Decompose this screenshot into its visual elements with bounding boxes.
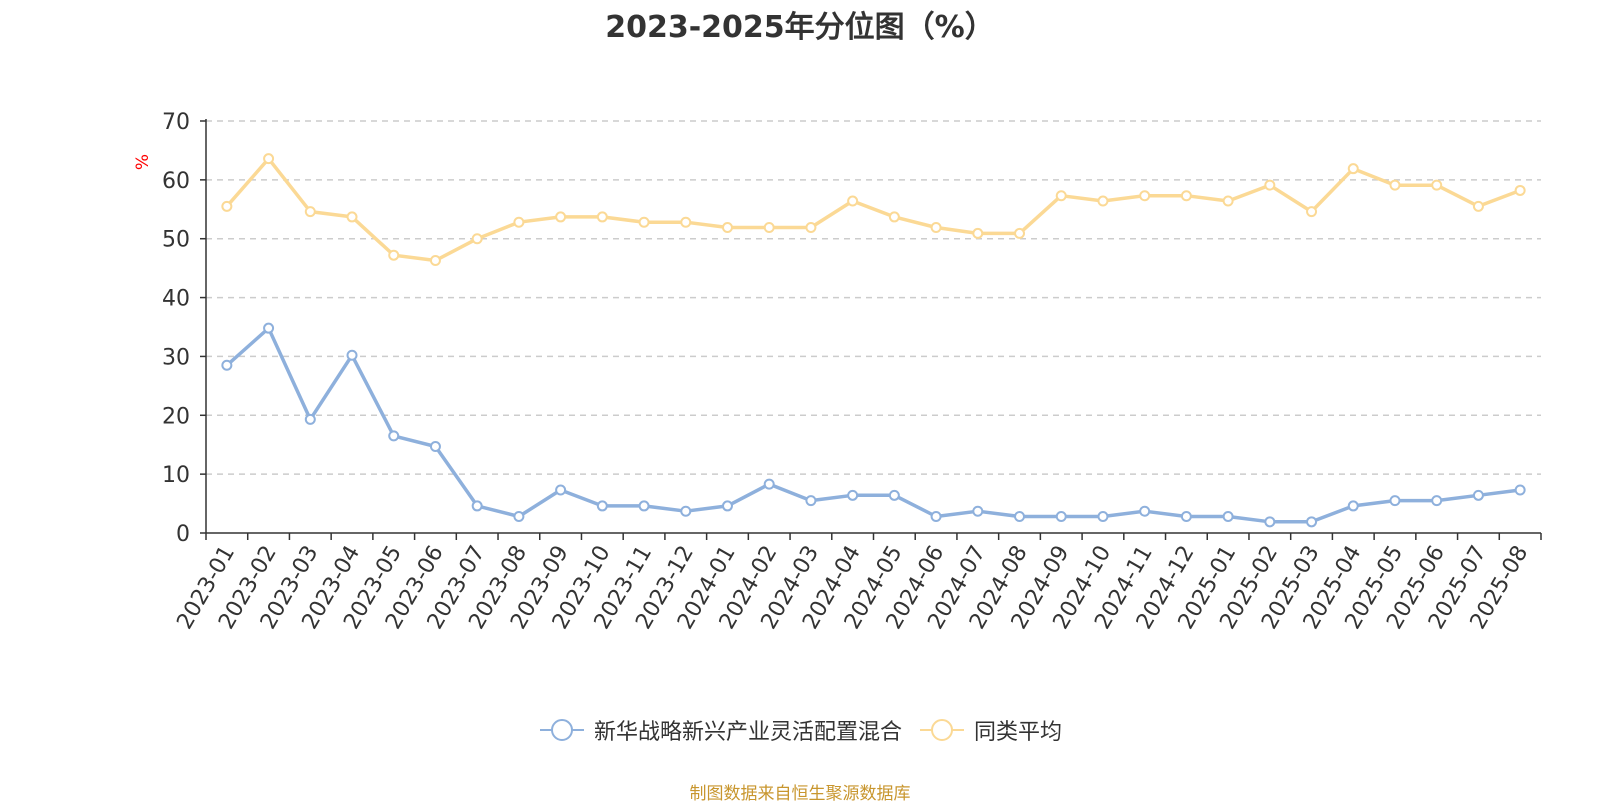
data-point-fund — [1222, 511, 1234, 523]
chart-title: 2023-2025年分位图（%） — [605, 10, 995, 45]
data-point-average — [763, 222, 775, 234]
data-point-fund — [763, 478, 775, 490]
data-point-fund — [429, 440, 441, 452]
y-tick-label: 40 — [162, 287, 190, 312]
data-point-average — [1014, 227, 1026, 239]
data-point-fund — [1514, 484, 1526, 496]
data-point-fund — [721, 500, 733, 512]
data-point-average — [1139, 190, 1151, 202]
legend-marker-fund-icon — [539, 719, 584, 741]
legend-marker-average-icon — [920, 719, 964, 741]
data-point-average — [1514, 184, 1526, 196]
data-point-fund — [1306, 516, 1318, 528]
data-point-average — [1055, 190, 1067, 202]
data-point-average — [388, 249, 400, 261]
data-point-fund — [1472, 489, 1484, 501]
series-lines — [225, 156, 1521, 524]
data-point-fund — [972, 505, 984, 517]
data-point-fund — [388, 430, 400, 442]
data-point-fund — [513, 511, 525, 523]
data-point-fund — [1097, 511, 1109, 523]
data-point-average — [1472, 200, 1484, 212]
data-point-average — [972, 227, 984, 239]
legend-item-average[interactable]: 同类平均 — [918, 714, 1062, 746]
data-point-average — [346, 211, 358, 223]
data-point-average — [1180, 190, 1192, 202]
data-point-average — [680, 216, 692, 228]
data-point-fund — [346, 349, 358, 361]
legend: 新华战略新兴产业灵活配置混合 同类平均 — [0, 714, 1600, 746]
data-point-average — [930, 222, 942, 234]
data-point-fund — [1055, 511, 1067, 523]
legend-item-fund[interactable]: 新华战略新兴产业灵活配置混合 — [538, 714, 902, 746]
data-point-average — [1431, 179, 1443, 191]
data-point-average — [513, 216, 525, 228]
series-line-average — [225, 156, 1521, 263]
data-point-fund — [847, 489, 859, 501]
grid-lines — [206, 120, 1541, 475]
data-point-average — [596, 211, 608, 223]
data-point-average — [555, 211, 567, 223]
data-point-fund — [1139, 505, 1151, 517]
data-point-fund — [304, 413, 316, 425]
y-axis-label: % — [133, 154, 153, 170]
data-point-average — [805, 222, 817, 234]
data-point-fund — [805, 495, 817, 507]
data-point-fund — [1431, 495, 1443, 507]
legend-label-average: 同类平均 — [974, 720, 1063, 745]
data-point-fund — [1389, 495, 1401, 507]
data-point-fund — [1347, 500, 1359, 512]
series-line-fund — [225, 326, 1521, 524]
data-point-average — [1264, 179, 1276, 191]
y-tick-label: 20 — [162, 404, 190, 429]
data-point-average — [263, 153, 275, 165]
data-point-average — [471, 233, 483, 245]
series-points — [221, 153, 1526, 528]
y-tick-label: 50 — [162, 228, 190, 253]
source-note: 制图数据来自恒生聚源数据库 — [689, 784, 911, 804]
data-point-fund — [1014, 511, 1026, 523]
data-point-fund — [1264, 516, 1276, 528]
data-point-fund — [1180, 511, 1192, 523]
data-point-fund — [680, 505, 692, 517]
data-point-fund — [221, 359, 233, 371]
data-point-average — [1222, 195, 1234, 207]
data-point-average — [221, 200, 233, 212]
y-tick-label: 30 — [162, 345, 190, 370]
data-point-fund — [888, 489, 900, 501]
data-point-average — [1347, 163, 1359, 175]
data-point-fund — [638, 500, 650, 512]
y-tick-label: 10 — [162, 463, 190, 488]
legend-label-fund: 新华战略新兴产业灵活配置混合 — [593, 720, 902, 745]
data-point-fund — [263, 322, 275, 334]
data-point-fund — [471, 500, 483, 512]
y-tick-label: 70 — [162, 110, 190, 135]
data-point-average — [1097, 195, 1109, 207]
data-point-average — [847, 195, 859, 207]
data-point-fund — [930, 511, 942, 523]
y-tick-label: 60 — [162, 169, 190, 194]
y-tick-label: 0 — [176, 522, 190, 547]
data-point-average — [304, 206, 316, 218]
data-point-average — [721, 222, 733, 234]
data-point-average — [638, 216, 650, 228]
data-point-average — [1389, 179, 1401, 191]
data-point-fund — [555, 484, 567, 496]
data-point-average — [888, 211, 900, 223]
data-point-average — [1306, 206, 1318, 218]
data-point-average — [429, 254, 441, 266]
data-point-fund — [596, 500, 608, 512]
